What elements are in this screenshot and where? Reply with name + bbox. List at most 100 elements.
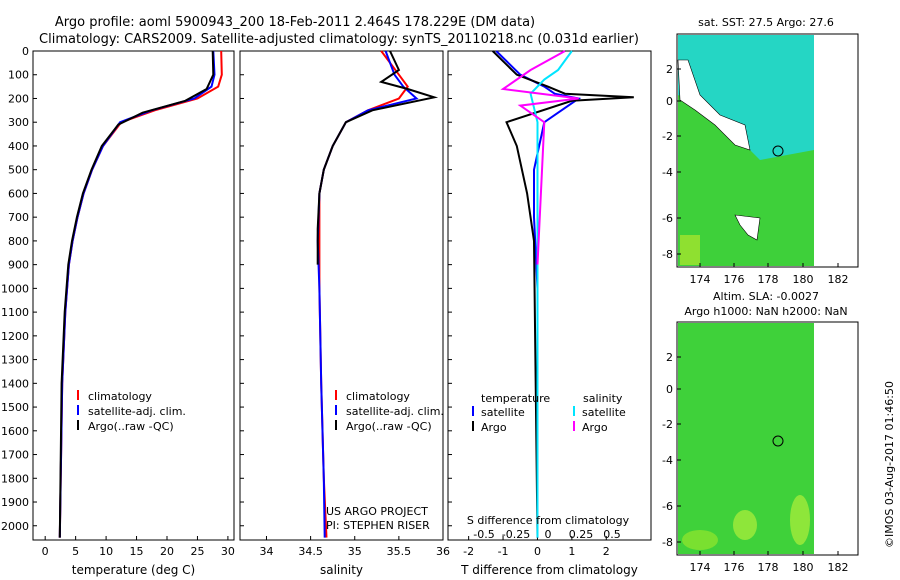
x-axis-label: T difference from climatology (460, 563, 638, 577)
x-tick-label: 10 (99, 545, 113, 558)
map-y-tick-label: -4 (662, 166, 673, 179)
x-tick-label: 20 (160, 545, 174, 558)
map-x-tick-label: 178 (758, 561, 779, 574)
legend-label: satellite-adj. clim. (346, 405, 444, 418)
series-line-salinity-satellite (529, 50, 573, 538)
y-tick-label: 800 (8, 235, 29, 248)
x-tick-label: -1 (498, 545, 509, 558)
map-y-tick-label: -6 (662, 212, 673, 225)
legend-label: Argo(..raw -QC) (88, 420, 174, 433)
sst-map-land-mask-2 (734, 214, 761, 241)
map-y-tick-label: 0 (666, 95, 673, 108)
sst-map-title: sat. SST: 27.5 Argo: 27.6 (698, 16, 834, 29)
y-tick-label: 400 (8, 140, 29, 153)
x-tick-label: 15 (130, 545, 144, 558)
x-tick-label: 1 (568, 545, 575, 558)
y-tick-label: 1000 (1, 282, 29, 295)
map-y-tick-label: -8 (662, 248, 673, 261)
x-tick-label: 2 (603, 545, 610, 558)
legend-label: Argo (582, 421, 608, 434)
sla-map: Altim. SLA: -0.0027 Argo h1000: NaN h200… (662, 290, 859, 574)
difference-panel: -2 -1 0 1 2 T difference from climatology S di… (447, 50, 652, 577)
y-tick-label: 500 (8, 164, 29, 177)
y-tick-label: 700 (8, 211, 29, 224)
sla-map-patch-3 (682, 530, 718, 550)
map-x-tick-label: 174 (690, 561, 711, 574)
s-diff-tick-label: -0.25 (502, 528, 530, 541)
y-tick-label: 2000 (1, 520, 29, 533)
x-tick-label: 34 (259, 545, 273, 558)
sst-map-warm-pool (678, 35, 814, 160)
map-x-tick-label: 180 (793, 561, 814, 574)
legend-label: satellite-adj. clim. (88, 405, 186, 418)
project-annotation: PI: STEPHEN RISER (326, 519, 430, 532)
legend-temperature-header: temperature (481, 392, 550, 405)
y-tick-label: 0 (22, 45, 29, 58)
title-line-2: Climatology: CARS2009. Satellite-adjuste… (39, 32, 639, 47)
s-diff-tick-label: -0.5 (473, 528, 494, 541)
x-tick-label: 34.5 (298, 545, 323, 558)
sla-map-patch-1 (733, 510, 757, 540)
map-y-tick-label: -8 (662, 536, 673, 549)
plot-frame (239, 50, 444, 541)
legend-label: climatology (88, 390, 152, 403)
legend-label: satellite (481, 406, 525, 419)
map-x-tick-label: 182 (828, 561, 849, 574)
series-line-argo-raw-qc- (58, 50, 215, 538)
plot-frame (447, 50, 652, 541)
map-y-tick-label: 2 (666, 351, 673, 364)
sla-map-patch-2 (790, 495, 810, 545)
y-tick-label: 1800 (1, 472, 29, 485)
y-tick-label: 1600 (1, 425, 29, 438)
map-y-tick-label: -4 (662, 454, 673, 467)
x-axis-label: salinity (320, 563, 363, 577)
s-diff-tick-label: 0 (545, 528, 552, 541)
sst-map-patch (680, 235, 700, 265)
s-diff-tick-label: 0.5 (603, 528, 621, 541)
x-tick-label: 0 (42, 545, 49, 558)
x-tick-label: -2 (463, 545, 474, 558)
salinity-panel: 34 34.5 35 35.5 36 salinity climatology satelli… (239, 50, 450, 577)
map-x-tick-label: 182 (828, 273, 849, 286)
map-y-tick-label: 2 (666, 63, 673, 76)
sst-map: sat. SST: 27.5 Argo: 27.6 174 176 178 180 18… (662, 16, 859, 286)
map-x-tick-label: 176 (724, 273, 745, 286)
y-tick-label: 100 (8, 69, 29, 82)
sla-map-title-2: Argo h1000: NaN h2000: NaN (684, 305, 847, 318)
map-y-tick-label: -6 (662, 500, 673, 513)
sst-map-argo-marker (772, 145, 784, 157)
plot-frame (32, 50, 235, 541)
y-tick-label: 1400 (1, 377, 29, 390)
map-y-tick-label: -2 (662, 130, 673, 143)
map-x-tick-label: 180 (793, 273, 814, 286)
s-diff-tick-label: 0.25 (569, 528, 594, 541)
legend-label: satellite (582, 406, 626, 419)
sla-map-argo-marker (772, 435, 784, 447)
sla-map-title-1: Altim. SLA: -0.0027 (713, 290, 819, 303)
y-tick-label: 1200 (1, 330, 29, 343)
series-line-argo-raw-qc- (316, 50, 439, 265)
y-tick-label: 1500 (1, 401, 29, 414)
y-tick-label: 1700 (1, 449, 29, 462)
y-tick-label: 1100 (1, 306, 29, 319)
map-x-tick-label: 174 (690, 273, 711, 286)
y-tick-label: 900 (8, 259, 29, 272)
temperature-panel: 0100200300400500600700800900100011001200… (1, 45, 235, 577)
map-y-tick-label: 0 (666, 383, 673, 396)
series-line-temperature-argo (491, 50, 634, 538)
y-tick-label: 200 (8, 92, 29, 105)
x-tick-label: 0 (534, 545, 541, 558)
x-tick-label: 35.5 (387, 545, 412, 558)
y-tick-label: 1900 (1, 496, 29, 509)
series-line-salinity-argo (500, 50, 579, 265)
map-x-tick-label: 178 (758, 273, 779, 286)
title-line-1: Argo profile: aoml 5900943_200 18-Feb-20… (55, 15, 535, 30)
x-axis-label: temperature (deg C) (72, 563, 195, 577)
legend-salinity-header: salinity (583, 392, 623, 405)
x-tick-label: 30 (221, 545, 235, 558)
map-x-tick-label: 176 (724, 561, 745, 574)
s-diff-label: S difference from climatology (467, 514, 630, 527)
y-tick-label: 300 (8, 116, 29, 129)
map-y-tick-label: -2 (662, 418, 673, 431)
legend-label: Argo(..raw -QC) (346, 420, 432, 433)
